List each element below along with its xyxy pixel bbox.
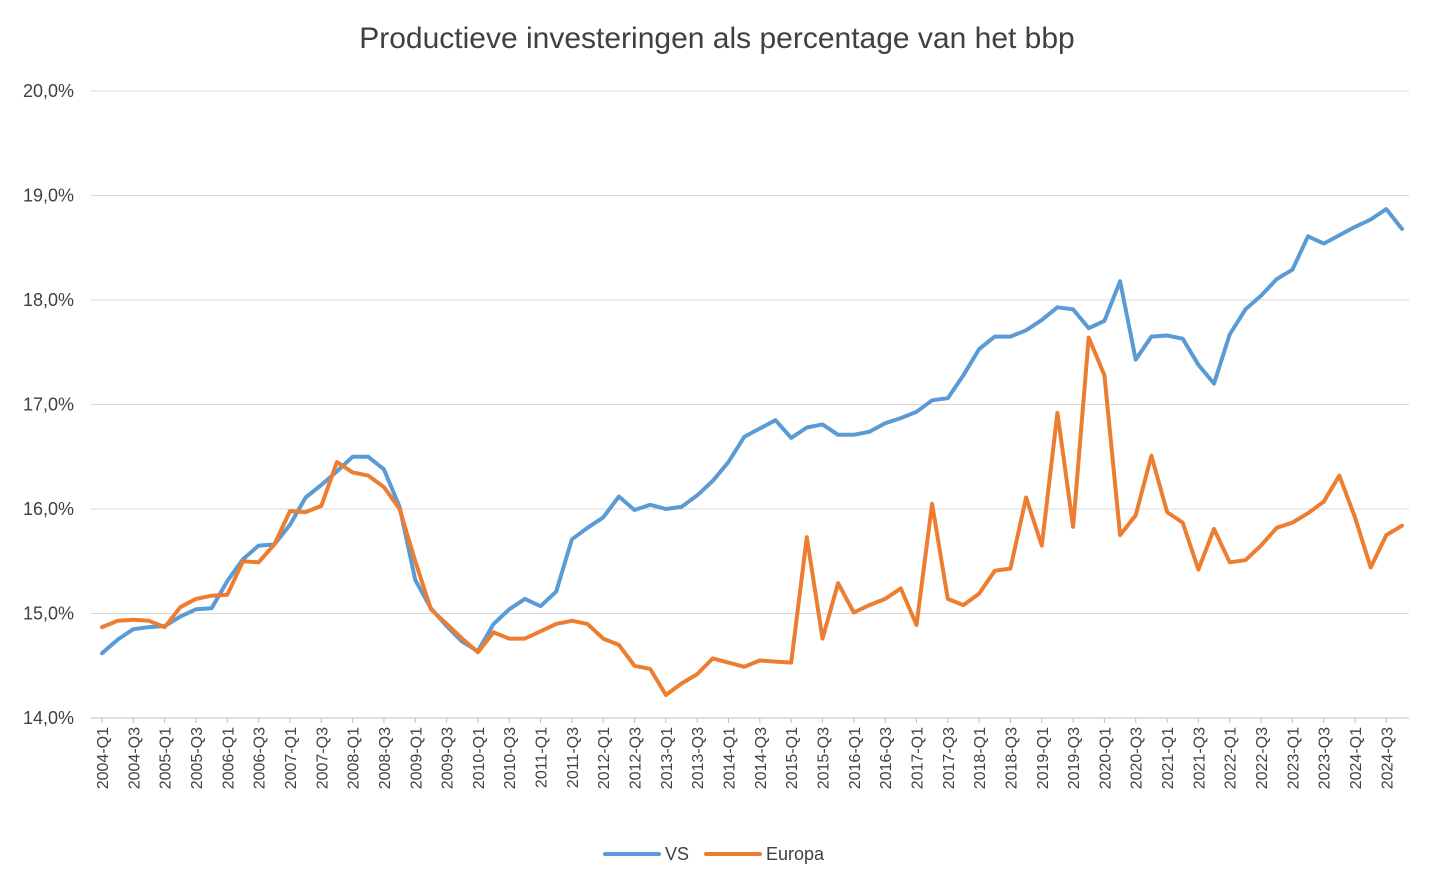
x-tick-label: 2013-Q3 [690, 727, 707, 789]
x-tick-label: 2009-Q3 [440, 727, 457, 789]
x-tick-label: 2016-Q3 [878, 727, 895, 789]
legend-label-vs: VS [665, 844, 689, 864]
x-tick-label: 2020-Q3 [1129, 727, 1146, 789]
chart-title: Productieve investeringen als percentage… [359, 22, 1074, 55]
x-tick-label: 2023-Q1 [1285, 727, 1302, 789]
y-tick-label: 17,0% [23, 395, 74, 415]
series-lines [100, 207, 1404, 697]
x-tick-label: 2014-Q3 [753, 727, 770, 789]
y-tick-label: 16,0% [23, 499, 74, 519]
gridlines [91, 90, 1409, 719]
x-tick-label: 2015-Q1 [784, 727, 801, 789]
x-tick-label: 2007-Q3 [314, 727, 331, 789]
x-tick-label: 2019-Q1 [1035, 727, 1052, 789]
x-tick-label: 2020-Q1 [1097, 727, 1114, 789]
x-tick-label: 2012-Q1 [596, 727, 613, 789]
x-tick-label: 2010-Q1 [471, 727, 488, 789]
x-tick-label: 2024-Q3 [1379, 727, 1396, 789]
x-tick-label: 2010-Q3 [502, 727, 519, 789]
x-tick-label: 2006-Q1 [220, 727, 237, 789]
series-line-vs [100, 207, 1404, 656]
y-tick-label: 18,0% [23, 290, 74, 310]
x-tick-label: 2013-Q1 [659, 727, 676, 789]
x-tick-label: 2011-Q1 [534, 727, 551, 788]
x-tick-label: 2015-Q3 [815, 727, 832, 789]
y-tick-label: 15,0% [23, 604, 74, 624]
x-tick-label: 2018-Q3 [1003, 727, 1020, 789]
x-axis-ticks: 2004-Q1 2004-Q3 2005-Q1 2005-Q3 2006-Q1 2006-… [95, 718, 1396, 789]
x-tick-label: 2012-Q3 [628, 727, 645, 789]
x-tick-label: 2006-Q3 [252, 727, 269, 789]
x-tick-label: 2005-Q1 [158, 727, 175, 789]
x-tick-label: 2016-Q1 [847, 727, 864, 789]
x-tick-label: 2018-Q1 [972, 727, 989, 789]
x-tick-label: 2022-Q1 [1223, 727, 1240, 789]
x-tick-label: 2021-Q3 [1191, 727, 1208, 789]
y-tick-label: 19,0% [23, 186, 74, 206]
x-tick-label: 2017-Q1 [909, 727, 926, 789]
x-tick-label: 2011-Q3 [565, 727, 582, 788]
x-tick-label: 2008-Q1 [346, 727, 363, 789]
y-tick-label: 14,0% [23, 708, 74, 728]
x-tick-label: 2004-Q3 [126, 727, 143, 789]
x-tick-label: 2017-Q3 [941, 727, 958, 789]
x-tick-label: 2005-Q3 [189, 727, 206, 789]
series-line-europa [100, 335, 1404, 697]
y-axis-ticks: 14,0% 15,0% 16,0% 17,0% 18,0% 19,0% 20,0% [23, 81, 74, 728]
x-tick-label: 2022-Q3 [1254, 727, 1271, 789]
legend-label-europa: Europa [766, 844, 825, 864]
x-tick-label: 2023-Q3 [1317, 727, 1334, 789]
x-tick-label: 2024-Q1 [1348, 727, 1365, 789]
x-tick-label: 2019-Q3 [1066, 727, 1083, 789]
x-tick-label: 2008-Q3 [377, 727, 394, 789]
x-tick-label: 2021-Q1 [1160, 727, 1177, 789]
x-tick-label: 2007-Q1 [283, 727, 300, 789]
x-tick-label: 2004-Q1 [95, 727, 112, 789]
y-tick-label: 20,0% [23, 81, 74, 101]
x-tick-label: 2014-Q1 [722, 727, 739, 789]
legend: VS Europa [603, 844, 825, 864]
x-tick-label: 2009-Q1 [408, 727, 425, 789]
